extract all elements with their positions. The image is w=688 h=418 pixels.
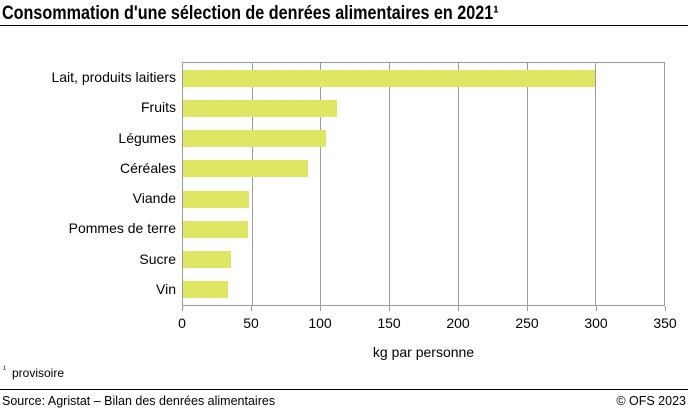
bar-6 — [183, 220, 248, 238]
x-tick-label: 300 — [584, 315, 608, 331]
bar-8 — [183, 281, 229, 299]
gridline — [595, 63, 597, 305]
x-tick-label: 200 — [446, 315, 470, 331]
x-tick — [596, 306, 597, 311]
category-label: Pommes de terre — [68, 220, 176, 237]
x-tick — [251, 306, 252, 311]
footnote-text: provisoire — [12, 366, 65, 380]
x-tick — [182, 306, 183, 311]
bar-2 — [183, 99, 337, 117]
x-tick-label: 350 — [653, 315, 677, 331]
category-label: Lait, produits laitiers — [51, 69, 176, 85]
footnote-marker: ¹ — [3, 364, 6, 374]
category-label: Sucre — [139, 250, 176, 267]
category-axis: Lait, produits laitiers Fruits Légumes Céré… — [0, 62, 176, 306]
gridline — [251, 63, 253, 305]
copyright-text: © OFS 2023 — [616, 394, 686, 408]
x-tick — [665, 306, 666, 311]
plot-area — [182, 62, 665, 306]
gridline — [526, 63, 528, 305]
bar-5 — [183, 190, 249, 208]
footer-divider — [0, 389, 688, 390]
category-label: Vin — [156, 280, 176, 297]
x-tick-label: 0 — [178, 315, 186, 331]
source-text: Source: Agristat – Bilan des denrées ali… — [2, 394, 276, 408]
bar-4 — [183, 160, 309, 178]
x-tick — [527, 306, 528, 311]
footnote: ¹ provisoire — [3, 364, 64, 380]
x-tick-label: 150 — [377, 315, 401, 331]
title-divider — [0, 25, 688, 26]
x-axis-title: kg par personne — [372, 344, 475, 360]
x-tick — [389, 306, 390, 311]
chart-title: Consommation d'une sélection de denrées … — [2, 3, 499, 24]
gridline — [320, 63, 322, 305]
x-tick-label: 250 — [515, 315, 539, 331]
gridline — [389, 63, 391, 305]
x-tick-label: 100 — [308, 315, 332, 331]
bar-3 — [183, 130, 326, 148]
x-tick — [458, 306, 459, 311]
bar-7 — [183, 251, 232, 269]
category-label: Fruits — [141, 99, 176, 116]
category-label: Viande — [132, 190, 176, 206]
gridline — [457, 63, 459, 305]
x-tick — [320, 306, 321, 311]
category-label: Légumes — [118, 129, 176, 146]
x-tick-label: 50 — [243, 315, 259, 331]
footer: Source: Agristat – Bilan des denrées ali… — [2, 394, 686, 408]
bar-1 — [183, 69, 596, 87]
x-axis: kg par personne 0 50 100 150 200 250 300 350 — [178, 306, 677, 366]
category-label: Céréales — [119, 159, 176, 176]
